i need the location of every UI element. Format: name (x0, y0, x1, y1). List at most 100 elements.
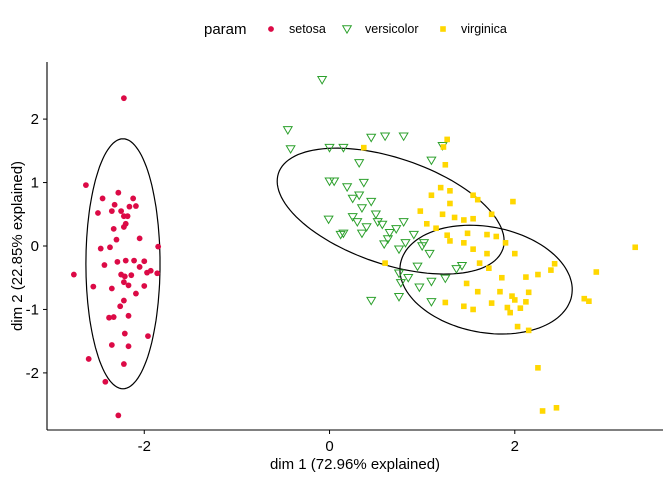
setosa-point (125, 343, 132, 350)
setosa-point (108, 208, 115, 215)
virginica-point (488, 300, 495, 306)
versicolor-point (393, 269, 405, 279)
setosa-point (108, 342, 115, 348)
setosa-point (154, 270, 161, 277)
setosa-point (120, 95, 127, 102)
versicolor-point (366, 296, 377, 306)
setosa-point (120, 224, 127, 230)
virginica-series (361, 136, 639, 414)
versicolor-point (366, 197, 377, 207)
x-tick-label: 2 (511, 438, 519, 455)
setosa-point (110, 314, 117, 320)
virginica-point (535, 271, 541, 278)
virginica-point (486, 265, 492, 272)
versicolor-point (400, 239, 411, 248)
setosa-series (70, 95, 162, 419)
virginica-point (451, 214, 458, 221)
setosa-point (133, 290, 139, 297)
setosa-point (106, 314, 112, 321)
versicolor-point (285, 145, 296, 154)
virginica-point (461, 217, 467, 223)
versicolor-point (341, 183, 353, 193)
setosa-point (125, 282, 132, 289)
legend: param setosa versicolor virginica (204, 21, 507, 38)
virginica-ellipse (399, 224, 573, 335)
virginica-point (523, 299, 529, 305)
legend-key-versicolor (341, 25, 353, 35)
versicolor-point (426, 156, 437, 166)
versicolor-point (338, 229, 349, 239)
setosa-point (124, 213, 131, 220)
setosa-point (117, 303, 124, 310)
setosa-point (147, 267, 154, 274)
setosa-point (115, 189, 122, 196)
setosa-point (101, 262, 108, 268)
legend-item-virginica: virginica (440, 22, 507, 36)
virginica-point (632, 244, 639, 251)
virginica-point (444, 232, 450, 239)
virginica-point (361, 144, 367, 151)
versicolor-point (356, 204, 368, 214)
versicolor-point (403, 273, 414, 283)
setosa-point (97, 245, 104, 252)
versicolor-point (456, 261, 468, 271)
versicolor-point (353, 159, 365, 168)
virginica-point (523, 274, 529, 280)
virginica-point (511, 297, 518, 303)
versicolor-point (414, 283, 425, 293)
setosa-point (128, 272, 135, 279)
versicolor-point (382, 235, 394, 245)
legend-label-virginica: virginica (461, 22, 507, 36)
virginica-point (525, 327, 532, 334)
x-tick-label: 0 (325, 438, 333, 455)
versicolor-point (335, 230, 346, 240)
virginica-point (514, 323, 521, 330)
versicolor-ellipse (276, 147, 505, 275)
virginica-point (476, 260, 483, 266)
virginica-point (447, 188, 453, 194)
versicolor-point (323, 215, 334, 225)
virginica-point (581, 295, 588, 302)
setosa-point (145, 333, 151, 339)
virginica-point (497, 288, 503, 295)
setosa-point (141, 258, 148, 265)
versicolor-point (391, 225, 402, 234)
y-tick-label: 0 (31, 238, 39, 255)
virginica-point (470, 306, 476, 313)
virginica-point (444, 136, 450, 143)
virginica-point (539, 408, 546, 414)
virginica-point (447, 238, 453, 244)
setosa-point (110, 225, 117, 232)
y-tick-label: 1 (31, 175, 39, 192)
versicolor-point (377, 220, 388, 230)
virginica-point (440, 144, 447, 150)
virginica-point (488, 211, 495, 218)
y-axis-title: dim 2 (22.85% explained) (9, 161, 26, 331)
virginica-point (428, 192, 435, 199)
versicolor-point (338, 143, 349, 153)
versicolor-point (426, 298, 437, 307)
versicolor-point (282, 126, 294, 135)
versicolor-point (398, 218, 409, 227)
virginica-point (504, 304, 511, 311)
legend-item-versicolor: versicolor (341, 22, 419, 36)
virginica-point (484, 231, 490, 238)
setosa-point (121, 273, 128, 280)
virginica-point (551, 260, 558, 267)
setosa-point (102, 378, 109, 385)
virginica-point (463, 280, 470, 287)
setosa-point (115, 412, 122, 419)
virginica-point (474, 196, 481, 203)
versicolor-point (424, 249, 435, 259)
virginica-point (433, 225, 439, 232)
virginica-point (474, 288, 481, 295)
setosa-point (114, 258, 121, 265)
setosa-point (90, 283, 97, 290)
x-tick-label: -2 (138, 438, 151, 455)
virginica-point (447, 200, 453, 207)
virginica-point (535, 365, 541, 371)
setosa-point (113, 236, 120, 243)
virginica-point (517, 305, 524, 311)
virginica-point (548, 267, 554, 273)
legend-label-versicolor: versicolor (365, 22, 419, 36)
